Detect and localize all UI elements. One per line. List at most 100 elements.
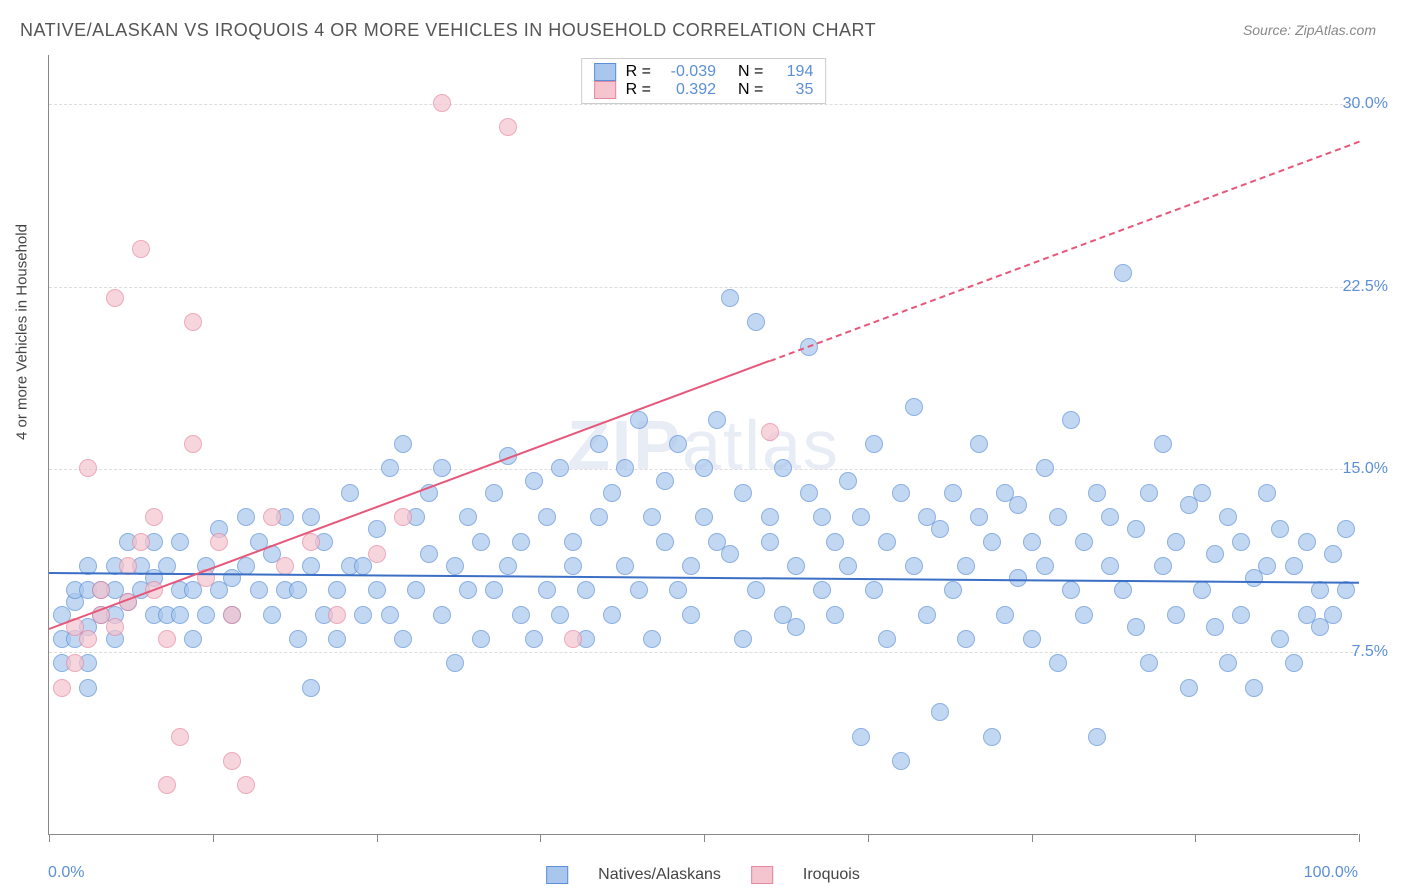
scatter-point	[237, 776, 255, 794]
scatter-point	[852, 728, 870, 746]
scatter-point	[682, 606, 700, 624]
scatter-point	[944, 581, 962, 599]
scatter-point	[92, 581, 110, 599]
scatter-point	[1298, 533, 1316, 551]
scatter-point	[839, 472, 857, 490]
scatter-point	[970, 508, 988, 526]
x-axis-max: 100.0%	[1304, 864, 1358, 882]
scatter-point	[1245, 679, 1263, 697]
legend-row: R = -0.039 N = 194	[594, 63, 814, 81]
scatter-point	[1285, 557, 1303, 575]
n-value: 194	[773, 63, 813, 81]
scatter-point	[381, 606, 399, 624]
scatter-point	[197, 606, 215, 624]
scatter-point	[132, 240, 150, 258]
scatter-point	[643, 630, 661, 648]
scatter-point	[656, 472, 674, 490]
gridline	[49, 104, 1358, 105]
scatter-point	[1114, 581, 1132, 599]
y-tick-label: 30.0%	[1343, 95, 1388, 113]
legend-swatch	[594, 63, 616, 81]
legend-iroquois: Iroquois	[803, 866, 860, 884]
scatter-point	[538, 508, 556, 526]
legend-swatch	[594, 81, 616, 99]
scatter-point	[905, 398, 923, 416]
scatter-point	[237, 557, 255, 575]
x-tick	[213, 834, 214, 842]
scatter-point	[394, 435, 412, 453]
scatter-point	[223, 606, 241, 624]
scatter-point	[669, 435, 687, 453]
scatter-point	[695, 508, 713, 526]
scatter-point	[852, 508, 870, 526]
scatter-point	[1206, 545, 1224, 563]
r-value: -0.039	[661, 63, 716, 81]
scatter-point	[983, 728, 1001, 746]
scatter-point	[223, 752, 241, 770]
scatter-point	[394, 508, 412, 526]
scatter-point	[669, 581, 687, 599]
y-axis-label: 4 or more Vehicles in Household	[14, 224, 31, 440]
scatter-point	[1101, 557, 1119, 575]
n-label: N =	[738, 63, 763, 81]
scatter-point	[577, 581, 595, 599]
scatter-point	[747, 581, 765, 599]
y-tick-label: 22.5%	[1343, 278, 1388, 296]
x-tick	[868, 834, 869, 842]
scatter-point	[970, 435, 988, 453]
scatter-point	[538, 581, 556, 599]
scatter-point	[66, 654, 84, 672]
scatter-point	[630, 581, 648, 599]
scatter-point	[302, 533, 320, 551]
scatter-point	[1049, 654, 1067, 672]
r-label: R =	[626, 63, 651, 81]
scatter-point	[1009, 496, 1027, 514]
scatter-point	[1167, 533, 1185, 551]
scatter-point	[1337, 581, 1355, 599]
scatter-point	[1258, 557, 1276, 575]
scatter-point	[472, 630, 490, 648]
scatter-point	[564, 533, 582, 551]
scatter-point	[1049, 508, 1067, 526]
scatter-point	[1036, 459, 1054, 477]
scatter-point	[603, 484, 621, 502]
scatter-point	[210, 533, 228, 551]
scatter-point	[1232, 606, 1250, 624]
scatter-point	[1271, 520, 1289, 538]
scatter-point	[1036, 557, 1054, 575]
correlation-legend: R =-0.039N =194R =0.392N =35	[581, 58, 827, 104]
scatter-point	[328, 581, 346, 599]
scatter-point	[931, 703, 949, 721]
x-tick	[1032, 834, 1033, 842]
scatter-point	[1324, 545, 1342, 563]
scatter-point	[1337, 520, 1355, 538]
scatter-point	[905, 557, 923, 575]
scatter-point	[1193, 484, 1211, 502]
scatter-point	[79, 459, 97, 477]
scatter-point	[1258, 484, 1276, 502]
scatter-point	[1140, 484, 1158, 502]
scatter-point	[433, 459, 451, 477]
scatter-point	[590, 508, 608, 526]
scatter-point	[263, 508, 281, 526]
scatter-point	[865, 581, 883, 599]
y-tick-label: 15.0%	[1343, 460, 1388, 478]
scatter-point	[407, 581, 425, 599]
y-tick-label: 7.5%	[1352, 643, 1388, 661]
scatter-point	[433, 94, 451, 112]
scatter-point	[616, 557, 634, 575]
scatter-point	[1285, 654, 1303, 672]
scatter-point	[472, 533, 490, 551]
scatter-point	[747, 313, 765, 331]
scatter-point	[184, 435, 202, 453]
regression-line	[769, 140, 1359, 361]
scatter-point	[1075, 533, 1093, 551]
scatter-point	[446, 557, 464, 575]
scatter-point	[761, 423, 779, 441]
scatter-point	[721, 545, 739, 563]
scatter-point	[761, 533, 779, 551]
scatter-point	[368, 520, 386, 538]
scatter-point	[1232, 533, 1250, 551]
scatter-point	[826, 606, 844, 624]
scatter-point	[616, 459, 634, 477]
